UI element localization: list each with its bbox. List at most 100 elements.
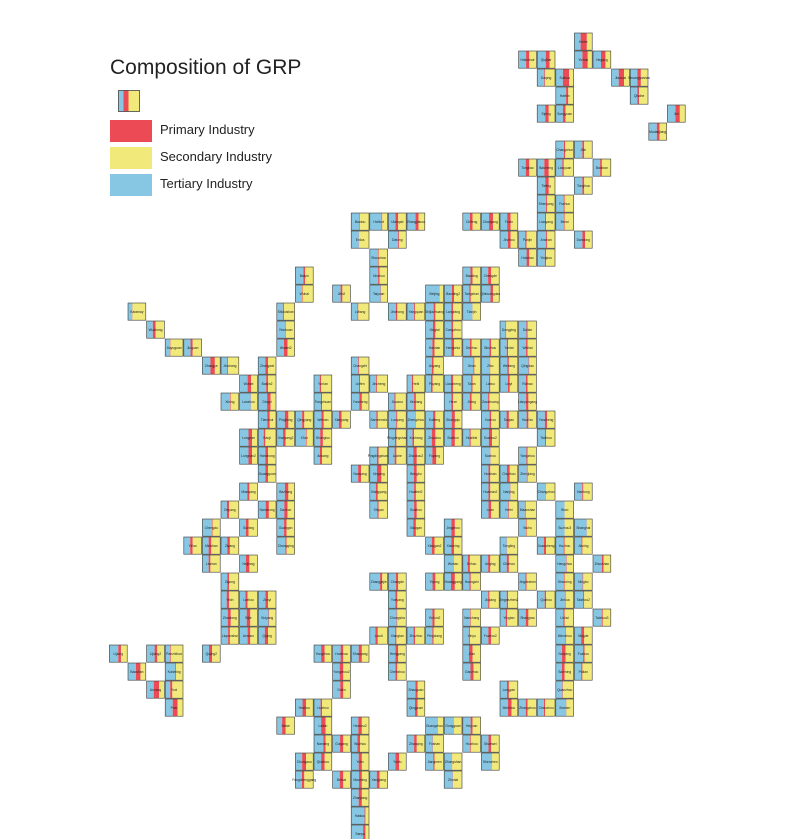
city-cell: Siping: [536, 104, 556, 123]
primary-segment: [154, 645, 158, 663]
primary-segment: [284, 411, 289, 429]
city-label: Cangzhou: [446, 328, 461, 332]
primary-segment: [508, 375, 510, 393]
secondary-segment: [434, 609, 444, 627]
city-label: Shenzhen: [483, 760, 498, 764]
city-cell: Nanjing: [499, 482, 519, 501]
secondary-segment: [470, 285, 481, 303]
tertiary-segment: [444, 537, 452, 555]
city-label: Zhangjiakou: [407, 220, 425, 224]
city-label: Nanchong: [260, 508, 275, 512]
primary-segment: [357, 735, 361, 753]
city-label: Xuchang: [409, 436, 422, 440]
secondary-segment: [546, 429, 555, 447]
secondary-segment: [360, 465, 369, 483]
cell-border: [536, 428, 556, 447]
cell-border: [332, 680, 351, 699]
tertiary-segment: [537, 483, 546, 501]
tertiary-segment: [518, 321, 527, 339]
city-label: Huludao: [521, 256, 533, 260]
secondary-segment: [322, 447, 332, 465]
city-label: Xiamen: [559, 706, 570, 710]
cell-border: [313, 716, 333, 735]
city-label: Longnan: [242, 436, 255, 440]
secondary-segment: [453, 537, 462, 555]
city-label: Harbin: [560, 94, 570, 98]
city-cell: Zibo: [481, 356, 500, 375]
tertiary-segment: [202, 519, 212, 537]
secondary-segment: [526, 573, 537, 591]
primary-segment: [469, 573, 471, 591]
primary-segment: [358, 465, 361, 483]
tertiary-segment: [388, 393, 395, 411]
primary-segment: [488, 591, 490, 609]
secondary-segment: [285, 429, 295, 447]
secondary-segment: [321, 375, 332, 393]
city-label: Laiwu: [486, 382, 495, 386]
tertiary-segment: [314, 753, 322, 771]
city-cell: Tangshan: [462, 284, 481, 303]
city-label: Ganzhou: [465, 670, 479, 674]
cell-border: [332, 644, 351, 663]
city-cell: Suzhou: [481, 446, 500, 465]
primary-segment: [451, 393, 454, 411]
secondary-segment: [472, 267, 481, 285]
city-cell: Guangzhou: [425, 716, 444, 735]
cell-border: [369, 482, 388, 501]
primary-segment: [525, 231, 527, 249]
tertiary-segment: [146, 321, 153, 339]
tertiary-segment: [239, 627, 248, 645]
primary-segment: [432, 573, 436, 591]
cell-border: [536, 482, 556, 501]
tertiary-segment: [444, 339, 452, 357]
tertiary-segment: [555, 195, 564, 213]
tertiary-segment: [388, 411, 397, 429]
cell-border: [183, 338, 202, 357]
tertiary-segment: [537, 411, 545, 429]
secondary-segment: [564, 573, 574, 591]
secondary-segment: [398, 213, 407, 231]
secondary-segment: [229, 573, 239, 591]
tertiary-segment: [462, 717, 471, 735]
cell-border: [276, 302, 295, 321]
cell-border: [257, 356, 277, 375]
secondary-segment: [132, 303, 146, 321]
primary-segment: [376, 411, 378, 429]
city-cell: Maoming: [350, 770, 370, 789]
primary-segment: [637, 87, 640, 105]
secondary-segment: [492, 429, 500, 447]
secondary-segment: [529, 51, 537, 69]
city-label: Xingtai: [429, 328, 439, 332]
secondary-segment: [568, 87, 574, 105]
tertiary-segment: [295, 753, 303, 771]
secondary-segment: [529, 249, 537, 267]
secondary-segment: [453, 285, 462, 303]
city-cell: Rizhao: [518, 374, 537, 393]
city-cell: Suzhou2: [481, 428, 500, 447]
cell-border: [574, 518, 593, 537]
tertiary-segment: [518, 375, 526, 393]
primary-segment: [306, 429, 307, 447]
cell-border: [443, 320, 463, 339]
tertiary-segment: [239, 555, 246, 573]
tertiary-segment: [221, 609, 228, 627]
city-cell: Jinhua: [555, 590, 574, 609]
primary-segment: [544, 591, 547, 609]
tertiary-segment: [518, 501, 525, 519]
city-label: Maoming: [353, 778, 367, 782]
city-cell: Jixi: [667, 104, 686, 123]
city-label: Yulin: [357, 760, 364, 764]
cell-border: [555, 590, 574, 609]
primary-segment: [358, 789, 362, 807]
secondary-segment: [360, 735, 369, 753]
primary-segment: [488, 483, 491, 501]
tertiary-segment: [221, 393, 231, 411]
tertiary-segment: [165, 645, 171, 663]
city-cell: Liaoyang: [536, 212, 556, 231]
secondary-segment: [564, 609, 574, 627]
city-cell: Chengde: [481, 266, 500, 285]
city-label: Jiayuguan: [167, 346, 182, 350]
city-cell: Shangrao: [518, 608, 537, 627]
city-label: Sanya: [355, 832, 365, 836]
primary-segment: [471, 375, 473, 393]
